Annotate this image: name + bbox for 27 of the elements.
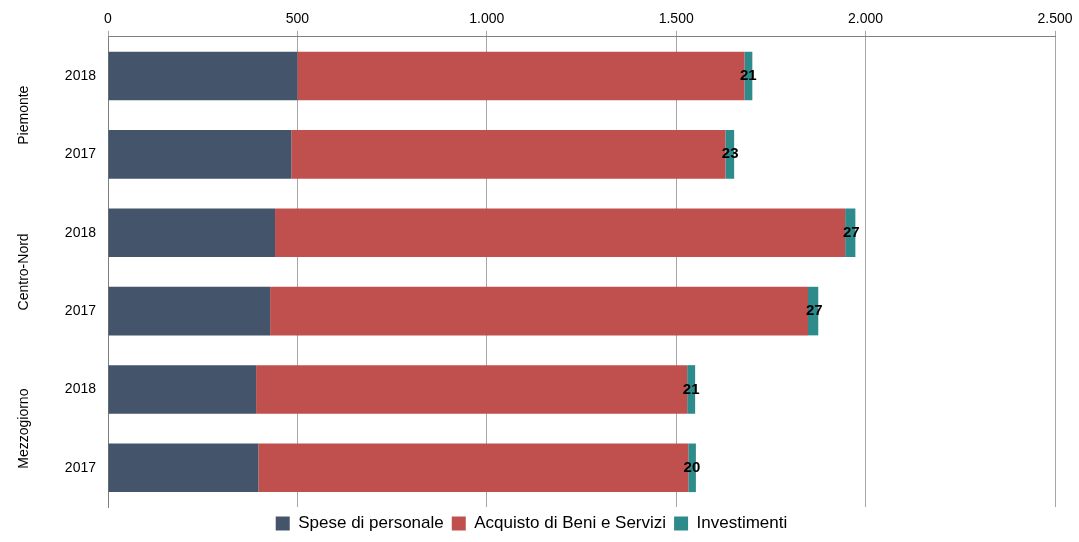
data-label: 21 [740, 66, 757, 84]
y-tick-label: 2017 [64, 145, 97, 162]
text: Mezzogiorno [14, 388, 31, 469]
x-tick-label: 0 [104, 10, 113, 27]
bar [108, 443, 259, 493]
text: Centro-Nord [14, 233, 31, 311]
legend-label: Investimenti [696, 513, 788, 533]
x-tick-label: 500 [285, 10, 310, 27]
x-tick-label: 2.000 [848, 10, 884, 27]
x-tick-label: 1.000 [469, 10, 505, 27]
y-tick-label: 2018 [64, 380, 97, 397]
y-tick-label: 2018 [64, 66, 97, 83]
bar [108, 51, 298, 101]
data-label: 20 [683, 457, 701, 475]
bar [108, 286, 271, 336]
x-tick-label: 2.500 [1037, 10, 1073, 27]
bar [108, 130, 292, 179]
y-tick-label: 2018 [64, 223, 97, 240]
legend-label: Spese di personale [298, 513, 444, 533]
legend-label: Acquisto di Beni e Servizi [474, 513, 667, 533]
bar [108, 365, 257, 414]
data-label: 21 [682, 379, 700, 397]
y-tick-label: 2017 [64, 458, 97, 475]
bar [108, 208, 276, 258]
text: Piemonte [14, 85, 31, 145]
x-tick-label: 1.500 [658, 10, 694, 27]
y-tick-label: 2017 [64, 301, 97, 318]
